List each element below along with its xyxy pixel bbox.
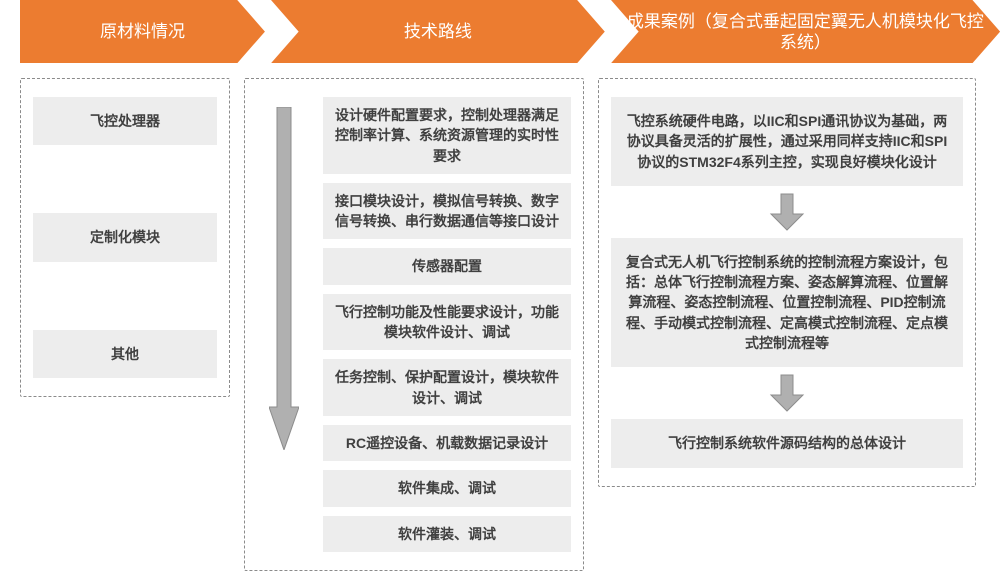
header-chevron-2: 成果案例（复合式垂起固定翼无人机模块化飞控系统） [611, 0, 1000, 64]
stage-down-arrow-1 [767, 373, 807, 413]
column-raw-materials: 飞控处理器定制化模块其他 [20, 78, 230, 397]
case-stage-1: 复合式无人机飞行控制系统的控制流程方案设计，包括：总体飞行控制流程方案、姿态解算… [611, 238, 963, 367]
tech-step-6: 软件集成、调试 [323, 470, 571, 506]
header-chevron-1: 技术路线 [271, 0, 605, 64]
tech-step-5: RC遥控设备、机载数据记录设计 [323, 425, 571, 461]
column-tech-route: 设计硬件配置要求，控制处理器满足控制率计算、系统资源管理的实时性要求接口模块设计… [244, 78, 584, 571]
tech-step-3: 飞行控制功能及性能要求设计，功能模块软件设计、调试 [323, 294, 571, 351]
process-down-arrow [269, 107, 299, 450]
raw-material-item-0: 飞控处理器 [33, 97, 217, 145]
case-stage-2: 飞行控制系统软件源码结构的总体设计 [611, 419, 963, 467]
raw-material-item-2: 其他 [33, 330, 217, 378]
tech-step-4: 任务控制、保护配置设计，模块软件设计、调试 [323, 359, 571, 416]
tech-step-0: 设计硬件配置要求，控制处理器满足控制率计算、系统资源管理的实时性要求 [323, 97, 571, 174]
tech-route-steps: 设计硬件配置要求，控制处理器满足控制率计算、系统资源管理的实时性要求接口模块设计… [323, 97, 571, 552]
case-stage-0: 飞控系统硬件电路，以IIC和SPI通讯协议为基础，两协议具备灵活的扩展性，通过采… [611, 97, 963, 186]
column-case-results: 飞控系统硬件电路，以IIC和SPI通讯协议为基础，两协议具备灵活的扩展性，通过采… [598, 78, 976, 487]
tech-step-2: 传感器配置 [323, 248, 571, 284]
columns-row: 飞控处理器定制化模块其他 设计硬件配置要求，控制处理器满足控制率计算、系统资源管… [0, 64, 1000, 571]
header-row: 原材料情况 技术路线 成果案例（复合式垂起固定翼无人机模块化飞控系统） [0, 0, 1000, 64]
stage-down-arrow-0 [767, 192, 807, 232]
tech-step-7: 软件灌装、调试 [323, 516, 571, 552]
tech-step-1: 接口模块设计，模拟信号转换、数字信号转换、串行数据通信等接口设计 [323, 183, 571, 240]
header-label-0: 原材料情况 [92, 21, 193, 42]
header-label-1: 技术路线 [396, 21, 480, 42]
raw-material-item-1: 定制化模块 [33, 213, 217, 261]
header-chevron-0: 原材料情况 [20, 0, 265, 64]
header-label-2: 成果案例（复合式垂起固定翼无人机模块化飞控系统） [611, 11, 1000, 54]
